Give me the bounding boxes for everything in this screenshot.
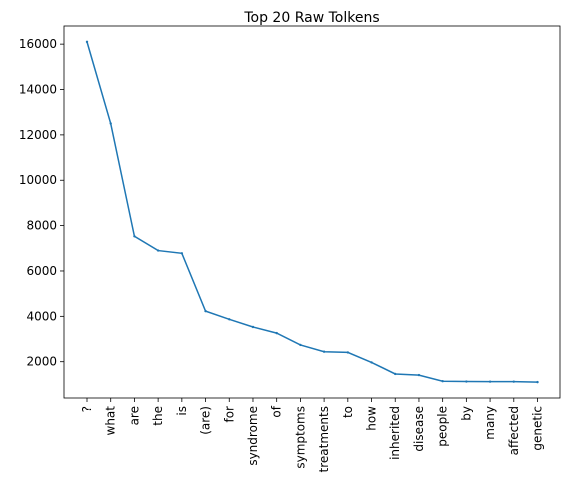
data-point xyxy=(370,361,373,364)
y-tick-label: 14000 xyxy=(19,83,57,97)
y-tick-label: 16000 xyxy=(19,37,57,51)
data-point xyxy=(441,380,444,383)
data-point xyxy=(85,40,89,44)
y-tick-label: 4000 xyxy=(26,309,57,323)
data-point xyxy=(536,380,539,384)
data-point xyxy=(512,380,515,383)
x-tick-label: by xyxy=(459,406,473,421)
data-point xyxy=(156,249,160,252)
x-tick-label: for xyxy=(222,406,236,423)
x-tick-label: of xyxy=(270,405,284,417)
data-point xyxy=(299,343,302,347)
x-tick-label: how xyxy=(365,406,379,431)
x-tick-label: many xyxy=(483,406,497,440)
x-tick-label: to xyxy=(341,406,355,418)
x-tick-label: ? xyxy=(80,406,94,412)
y-axis: 2000 4000 6000 8000 10000 12000 14000 16000 xyxy=(19,37,64,369)
y-tick-label: 10000 xyxy=(19,173,57,187)
x-tick-label: (are) xyxy=(199,406,213,435)
data-point xyxy=(275,331,278,335)
data-point xyxy=(109,122,112,125)
x-tick-label: inherited xyxy=(388,406,402,460)
x-tick-label: syndrome xyxy=(246,406,260,466)
data-point xyxy=(417,373,421,377)
x-tick-label: disease xyxy=(412,406,426,452)
data-point xyxy=(251,325,255,329)
x-tick-label: the xyxy=(151,406,165,426)
x-tick-label: people xyxy=(436,406,450,447)
data-point xyxy=(228,318,231,321)
x-tick-label: are xyxy=(127,406,141,425)
y-tick-label: 12000 xyxy=(19,128,57,142)
data-point xyxy=(204,309,207,313)
x-tick-label: treatments xyxy=(317,406,331,472)
plot-area-frame xyxy=(63,25,561,399)
y-tick-label: 2000 xyxy=(26,355,57,369)
y-tick-label: 6000 xyxy=(26,264,57,278)
data-point xyxy=(394,372,397,376)
data-point xyxy=(180,252,184,255)
data-point xyxy=(322,350,326,353)
x-tick-label: genetic xyxy=(531,406,545,451)
data-point xyxy=(488,380,492,383)
chart-title: Top 20 Raw Tolkens xyxy=(243,10,379,26)
x-tick-label: is xyxy=(175,406,189,416)
x-tick-label: affected xyxy=(507,406,521,455)
data-point xyxy=(346,351,350,354)
x-axis: ? what are the is (are) for syndrome of symptoms t… xyxy=(80,398,545,472)
y-tick-label: 8000 xyxy=(26,219,57,233)
data-point xyxy=(465,380,468,383)
x-tick-label: what xyxy=(104,406,118,436)
data-point xyxy=(133,235,136,238)
series-line xyxy=(86,41,538,383)
x-tick-label: symptoms xyxy=(293,406,307,469)
